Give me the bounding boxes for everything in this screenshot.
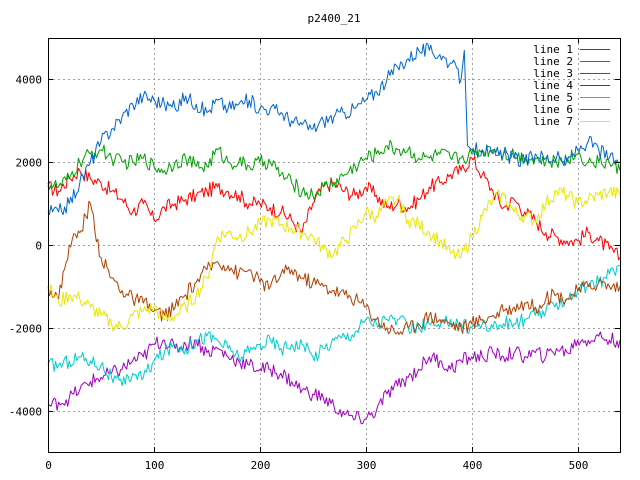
x-tick-label: 100 (145, 459, 165, 472)
series-line-4 (47, 331, 621, 425)
legend-label: line 3 (533, 67, 573, 80)
axis-ticks: 0 100 200 300 400 500 -4000 -2000 0 2000 4000 (9, 38, 620, 472)
y-tick-label: 0 (35, 240, 42, 253)
grid (48, 38, 620, 452)
legend-label: line 6 (533, 103, 573, 116)
legend-label: line 5 (533, 91, 573, 104)
series-line-3 (47, 43, 621, 216)
y-tick-label: 2000 (16, 157, 43, 170)
legend-label: line 7 (533, 115, 573, 128)
chart-title: p2400_21 (308, 12, 361, 25)
series-line-5 (47, 265, 621, 387)
legend-label: line 1 (533, 43, 573, 56)
x-tick-label: 0 (45, 459, 52, 472)
series-line-7 (47, 186, 621, 332)
plot-area (47, 43, 621, 425)
series-line-6 (47, 200, 621, 335)
x-tick-label: 200 (251, 459, 271, 472)
x-tick-label: 400 (463, 459, 483, 472)
legend-label: line 4 (533, 79, 573, 92)
series-line-1 (47, 156, 621, 261)
legend-label: line 2 (533, 55, 573, 68)
y-tick-label: -2000 (9, 323, 42, 336)
x-tick-label: 500 (569, 459, 589, 472)
y-tick-label: 4000 (16, 74, 43, 87)
series-line-2 (47, 139, 621, 201)
x-tick-label: 300 (357, 459, 377, 472)
y-tick-label: -4000 (9, 406, 42, 419)
